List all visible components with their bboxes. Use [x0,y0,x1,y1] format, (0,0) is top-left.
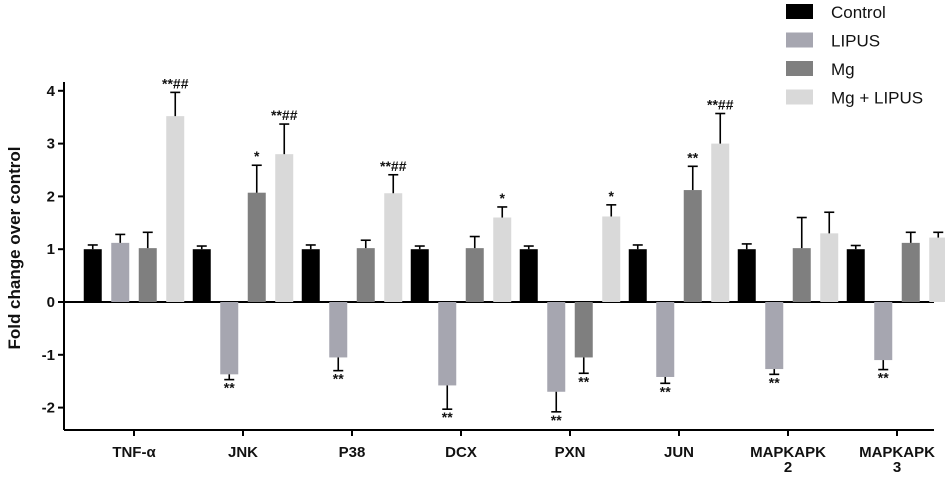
significance-label: ** [551,412,562,428]
category-label: JUN [664,444,694,461]
category-label: P38 [339,444,366,461]
bar [846,249,865,302]
bar [901,242,920,302]
legend-swatch [786,61,813,76]
significance-label: ** [224,380,235,396]
bar [547,302,566,392]
bar [166,116,185,302]
y-axis-label: Fold change over control [5,146,24,349]
significance-label: **## [271,107,298,123]
legend-swatch [786,32,813,48]
significance-label: ** [878,370,889,386]
bar [628,249,647,302]
y-tick-label: -1 [42,347,55,364]
bar [329,302,348,358]
bar [574,302,593,358]
category-label: TNF-α [112,444,156,461]
bar [874,302,893,361]
bars-layer [83,91,945,413]
significance-label: ** [769,374,780,390]
bar [493,217,512,302]
y-tick-label: 0 [47,294,55,311]
bar [83,249,102,302]
bar [683,190,702,302]
legend-swatch [786,4,813,19]
bar [410,249,429,302]
y-tick-label: 3 [47,136,55,153]
bar [138,248,157,302]
significance-label: **## [707,97,734,113]
bar [301,249,320,302]
labels-layer: TNF-α**##JNK*****##P38****##DCX***PXN***… [112,75,935,476]
bar [356,248,375,302]
category-label: PXN [555,444,586,461]
bar [192,249,211,302]
significance-label: * [500,190,506,206]
bar [711,143,730,302]
significance-label: **## [162,75,189,91]
bar [765,302,784,370]
significance-label: ** [333,371,344,387]
bar [111,242,130,302]
y-tick-label: 4 [47,83,56,100]
bar [656,302,675,377]
significance-label: ** [442,409,453,425]
bar [247,192,266,302]
significance-label: * [609,188,615,204]
significance-label: ** [687,149,698,165]
bar [820,233,839,302]
y-tick-label: -2 [42,400,55,417]
legend-label: LIPUS [831,32,880,51]
bar [465,248,484,302]
y-tick-label: 1 [47,241,55,258]
y-tick-label: 2 [47,188,55,205]
category-label: MAPKAPK 3 [859,444,935,476]
bar [519,249,538,302]
bar [929,237,945,302]
category-label: MAPKAPK 2 [750,444,826,476]
category-label: JNK [228,444,258,461]
bar [737,249,756,302]
legend-label: Control [831,3,886,22]
axes: -2 -1 0 1 2 3 4 [42,82,934,436]
significance-label: * [254,148,260,164]
legend-swatch [786,89,813,105]
bar [602,216,621,302]
bar [220,302,239,375]
legend-label: Mg + LIPUS [831,89,923,108]
category-label: DCX [445,444,477,461]
bar [438,302,457,386]
legend-label: Mg [831,60,855,79]
significance-label: ** [578,373,589,389]
legend: Control LIPUS Mg Mg + LIPUS [786,3,923,108]
bar [792,248,811,302]
significance-label: ** [660,383,671,399]
bar [384,193,403,302]
bar [275,154,294,302]
significance-label: **## [380,158,407,174]
